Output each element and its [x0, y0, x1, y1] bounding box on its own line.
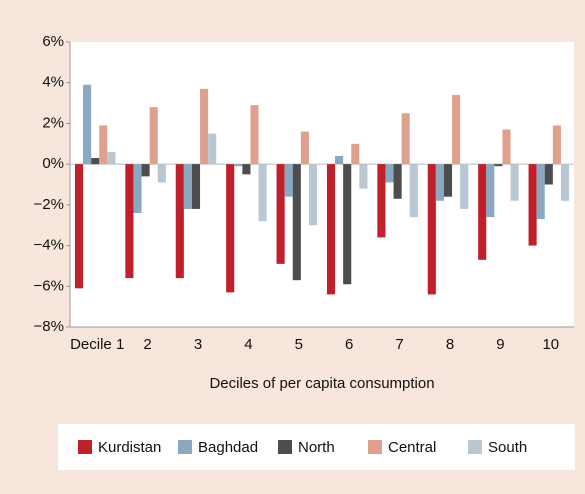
- bar: [276, 164, 285, 264]
- bar: [157, 164, 166, 183]
- bar: [385, 164, 394, 183]
- legend-swatch: [178, 440, 192, 454]
- x-axis-title: Deciles of per capita consumption: [209, 375, 434, 392]
- bar: [300, 131, 309, 165]
- x-tick-label: 10: [542, 336, 559, 353]
- y-tick-label: −8%: [34, 318, 64, 335]
- bar: [208, 133, 217, 165]
- legend-swatch: [78, 440, 92, 454]
- bar: [326, 164, 336, 295]
- bar: [435, 164, 444, 201]
- bar: [200, 88, 209, 165]
- bar: [99, 125, 108, 165]
- bar: [401, 113, 410, 165]
- bar: [377, 164, 386, 238]
- bar: [226, 164, 235, 293]
- legend-swatch: [278, 440, 292, 454]
- bar: [175, 164, 184, 279]
- legend-label: Kurdistan: [98, 439, 161, 456]
- bar: [552, 125, 561, 165]
- bar: [343, 164, 352, 285]
- bar: [83, 84, 92, 165]
- bar: [335, 156, 344, 165]
- x-tick-label: 3: [194, 336, 202, 353]
- bar: [536, 164, 545, 220]
- bar: [141, 164, 150, 177]
- bar: [478, 164, 487, 260]
- x-tick-label: Decile 1: [70, 336, 124, 353]
- bar: [351, 143, 360, 165]
- bar: [292, 164, 301, 281]
- legend-label: North: [298, 439, 335, 456]
- legend-box: [58, 424, 575, 470]
- y-tick-label: 4%: [42, 74, 64, 91]
- bar: [284, 164, 293, 197]
- bar: [191, 164, 201, 209]
- bar: [133, 164, 142, 213]
- x-tick-label: 7: [395, 336, 403, 353]
- y-tick-label: 0%: [42, 155, 64, 172]
- y-tick-label: −4%: [34, 237, 64, 254]
- bar: [125, 164, 134, 279]
- x-tick-label: 4: [244, 336, 252, 353]
- bar: [359, 164, 368, 189]
- bar: [149, 107, 158, 165]
- x-tick-label: 6: [345, 336, 353, 353]
- bar: [510, 164, 519, 201]
- y-tick-label: 6%: [42, 33, 64, 50]
- bar: [91, 158, 100, 165]
- bar: [258, 164, 267, 222]
- bar: [234, 164, 243, 167]
- y-tick-label: 2%: [42, 114, 64, 131]
- bar: [183, 164, 192, 209]
- bar: [452, 94, 461, 165]
- bar: [528, 164, 537, 246]
- bar: [107, 151, 116, 165]
- bar: [393, 164, 402, 199]
- bar: [460, 164, 469, 209]
- legend-label: Central: [388, 439, 436, 456]
- legend-label: South: [488, 439, 527, 456]
- y-tick-label: −6%: [34, 277, 64, 294]
- bar: [560, 164, 570, 201]
- y-tick-label: −2%: [34, 196, 64, 213]
- x-tick-label: 8: [446, 336, 454, 353]
- legend-label: Baghdad: [198, 439, 258, 456]
- plot-area: [70, 42, 574, 327]
- bar: [409, 164, 418, 218]
- bar: [74, 164, 84, 289]
- bar: [443, 164, 453, 197]
- legend-swatch: [368, 440, 382, 454]
- x-tick-label: 9: [496, 336, 504, 353]
- x-tick-label: 5: [295, 336, 303, 353]
- bar: [427, 164, 436, 295]
- bar: [544, 164, 553, 185]
- bar: [502, 129, 511, 165]
- bar: [250, 105, 259, 165]
- bar: [308, 164, 318, 226]
- bar: [486, 164, 495, 218]
- legend-swatch: [468, 440, 482, 454]
- x-tick-label: 2: [143, 336, 151, 353]
- bar: [242, 164, 251, 175]
- bar: [494, 164, 503, 167]
